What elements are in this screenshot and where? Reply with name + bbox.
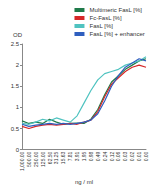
svg-text:2: 2 xyxy=(16,62,20,68)
svg-text:FasL [%]: FasL [%] xyxy=(89,23,113,29)
svg-text:1.95: 1.95 xyxy=(81,151,87,161)
svg-text:62.50: 62.50 xyxy=(47,151,53,164)
svg-text:OD: OD xyxy=(13,32,23,38)
svg-text:250.00: 250.00 xyxy=(33,151,39,167)
svg-text:0.12: 0.12 xyxy=(109,151,115,161)
svg-text:0.5: 0.5 xyxy=(11,126,20,132)
svg-text:2.5: 2.5 xyxy=(11,41,20,47)
svg-text:0.49: 0.49 xyxy=(95,151,101,161)
svg-text:0.06: 0.06 xyxy=(115,151,121,161)
svg-text:0.02: 0.02 xyxy=(129,151,135,161)
svg-text:0.03: 0.03 xyxy=(122,151,128,161)
svg-text:500.00: 500.00 xyxy=(26,151,32,167)
svg-text:1,000.00: 1,000.00 xyxy=(19,151,25,171)
svg-text:15.63: 15.63 xyxy=(60,151,66,164)
svg-text:1.5: 1.5 xyxy=(11,83,20,89)
svg-text:ng / ml: ng / ml xyxy=(75,179,93,185)
svg-text:Multimeric FasL [%]: Multimeric FasL [%] xyxy=(89,7,142,13)
svg-text:3.91: 3.91 xyxy=(74,151,80,161)
svg-text:1: 1 xyxy=(16,104,20,110)
svg-text:31.25: 31.25 xyxy=(53,151,59,164)
svg-text:0.24: 0.24 xyxy=(102,151,108,161)
svg-text:0: 0 xyxy=(15,146,19,153)
svg-text:Fc-FasL [%]: Fc-FasL [%] xyxy=(89,15,121,21)
svg-text:0.00: 0.00 xyxy=(143,151,149,161)
svg-text:0.98: 0.98 xyxy=(88,151,94,161)
svg-text:7.81: 7.81 xyxy=(67,151,73,161)
svg-text:125.00: 125.00 xyxy=(40,151,46,167)
svg-text:FasL [%] + enhancer: FasL [%] + enhancer xyxy=(89,31,144,37)
svg-text:0.01: 0.01 xyxy=(136,151,142,161)
